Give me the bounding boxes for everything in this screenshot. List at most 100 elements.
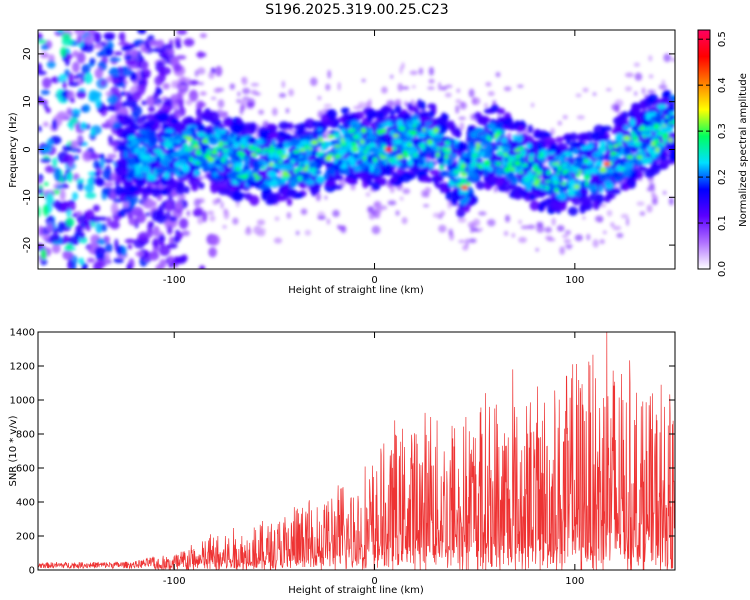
- heat-cell: [299, 148, 306, 152]
- heat-cell: [96, 162, 101, 169]
- heat-cell: [125, 60, 137, 66]
- heat-cell: [327, 167, 335, 176]
- heat-cell: [310, 139, 319, 145]
- heat-cell: [147, 105, 156, 113]
- colorbar-tick-label: 0.4: [717, 77, 728, 93]
- heat-cell: [428, 161, 434, 169]
- heat-cell: [152, 237, 160, 249]
- heat-cell: [394, 138, 403, 145]
- heat-cell: [175, 185, 185, 196]
- heat-cell: [108, 67, 121, 78]
- heat-cell: [599, 167, 607, 173]
- heat-cell: [647, 93, 659, 104]
- heat-cell: [387, 200, 397, 206]
- heat-cell: [485, 151, 492, 159]
- colorbar-tick-label: 0.2: [717, 169, 728, 185]
- heat-cell: [156, 113, 167, 122]
- heat-cell: [485, 82, 492, 87]
- heat-cell: [117, 114, 125, 123]
- heat-cell: [507, 162, 513, 168]
- heat-cell: [379, 155, 387, 160]
- heat-cell: [334, 144, 341, 148]
- heat-cell: [538, 204, 545, 212]
- heat-cell: [518, 219, 523, 225]
- heat-cell: [332, 209, 340, 218]
- heat-cell: [583, 174, 591, 180]
- heat-cell: [308, 161, 318, 168]
- heat-cell: [333, 132, 341, 139]
- heat-cell: [323, 104, 332, 108]
- heat-cell: [421, 144, 426, 148]
- heat-cell: [208, 234, 220, 246]
- heat-cell: [575, 93, 582, 98]
- heat-cell: [244, 159, 249, 168]
- heat-cell: [120, 31, 126, 43]
- heat-cell: [324, 180, 337, 187]
- heat-cell: [92, 204, 101, 212]
- heat-cell: [347, 128, 355, 134]
- heat-cell: [46, 222, 54, 232]
- heat-cell: [638, 148, 643, 155]
- heat-cell: [564, 229, 571, 235]
- heat-cell: [589, 192, 600, 202]
- heat-cell: [522, 163, 528, 168]
- heat-cell: [518, 236, 527, 243]
- heat-cell: [553, 162, 558, 166]
- heat-cell: [107, 94, 118, 105]
- heat-cell: [78, 257, 85, 265]
- heat-cell: [210, 96, 217, 100]
- heat-cell: [94, 31, 100, 42]
- heat-cell: [56, 111, 68, 120]
- heat-cell: [281, 186, 288, 196]
- heat-cell: [60, 200, 71, 213]
- heat-cell: [448, 228, 453, 236]
- heat-cell: [77, 148, 82, 154]
- heat-cell: [240, 104, 244, 110]
- heat-cell: [424, 121, 432, 126]
- heat-cell: [552, 180, 560, 185]
- heat-cell: [503, 230, 509, 237]
- heat-cell: [161, 44, 174, 50]
- heat-cell: [365, 178, 371, 185]
- heat-cell: [140, 145, 147, 154]
- heat-cell: [341, 137, 345, 143]
- heat-cell: [217, 99, 225, 109]
- heat-cell: [410, 114, 420, 120]
- heat-cell: [273, 237, 283, 244]
- heat-cell: [232, 217, 239, 225]
- heat-cell: [72, 50, 80, 58]
- heat-cell: [447, 201, 452, 210]
- heat-cell: [250, 83, 260, 87]
- heat-cell: [597, 134, 609, 142]
- heat-cell: [167, 242, 178, 249]
- y-tick-label: 1400: [10, 328, 35, 339]
- heat-cell: [390, 120, 396, 125]
- heat-cell: [240, 155, 244, 161]
- heat-cell: [478, 211, 487, 216]
- heat-cell: [351, 141, 358, 147]
- heat-cell: [203, 153, 211, 159]
- heat-cell: [135, 179, 146, 187]
- heat-cell: [667, 127, 673, 133]
- heat-cell: [96, 178, 106, 187]
- heat-cell: [602, 230, 607, 235]
- heat-cell: [181, 118, 189, 125]
- heat-cell: [155, 87, 163, 96]
- heat-cell: [615, 133, 625, 143]
- heat-cell: [113, 51, 123, 56]
- heat-cell: [407, 102, 413, 110]
- heat-cell: [549, 199, 560, 211]
- heat-cell: [584, 181, 589, 186]
- heat-cell: [232, 191, 244, 203]
- heat-cell: [40, 52, 49, 59]
- heat-cell: [402, 188, 411, 195]
- heat-cell: [83, 41, 95, 53]
- heat-cell: [391, 146, 397, 151]
- heat-cell: [175, 43, 182, 49]
- heat-cell: [556, 225, 565, 232]
- heat-cell: [146, 119, 157, 127]
- heat-cell: [75, 224, 84, 232]
- heat-cell: [398, 126, 406, 132]
- heat-cell: [212, 171, 218, 178]
- heat-cell: [418, 67, 424, 76]
